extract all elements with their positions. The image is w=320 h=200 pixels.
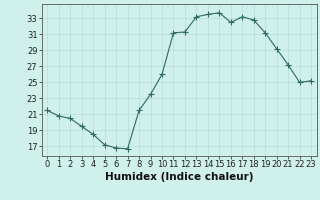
X-axis label: Humidex (Indice chaleur): Humidex (Indice chaleur) bbox=[105, 172, 253, 182]
